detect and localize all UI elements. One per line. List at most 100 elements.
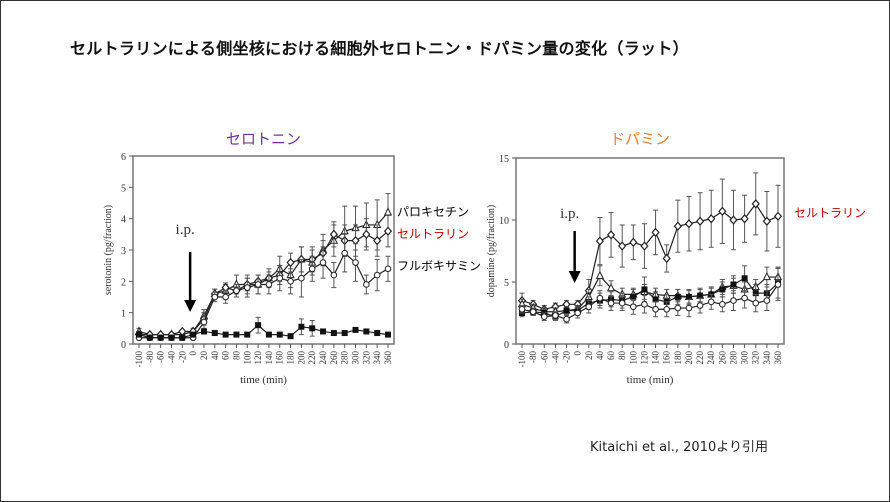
ip-arrow-head <box>568 271 581 283</box>
data-point-circle <box>552 312 559 319</box>
x-tick-label: -20 <box>177 351 187 363</box>
x-tick-label: 280 <box>340 351 350 365</box>
data-point-square <box>244 331 251 338</box>
data-point-circle <box>287 278 294 285</box>
slide-title: セルトラリンによる側坐核における細胞外セロトニン・ドパミン量の変化（ラット） <box>70 39 689 58</box>
data-point-square <box>385 331 391 338</box>
data-point-square <box>685 293 692 300</box>
x-tick-label: -100 <box>134 351 144 368</box>
citation: Kitaichi et al., 2010より引用 <box>590 440 768 455</box>
data-point-square <box>352 326 359 333</box>
x-tick-label: 360 <box>773 351 783 365</box>
y-tick-label: 5 <box>121 183 126 194</box>
y-tick-label: 5 <box>504 278 509 289</box>
y-tick-label: 1 <box>121 309 126 320</box>
data-point-circle <box>540 313 548 321</box>
data-point-circle <box>243 284 251 291</box>
data-point-diamond <box>286 257 295 268</box>
data-point-circle <box>774 281 782 288</box>
data-point-circle <box>341 249 348 257</box>
data-point-circle <box>518 305 526 313</box>
data-point-diamond <box>762 216 771 226</box>
ip-annotation: i.p. <box>560 206 579 222</box>
data-point-square <box>298 323 305 330</box>
data-point-square <box>265 331 272 338</box>
data-point-circle <box>685 304 693 312</box>
data-point-diamond <box>629 237 638 248</box>
x-tick-label: 220 <box>695 351 705 365</box>
data-point-circle <box>352 259 359 266</box>
x-tick-label: 120 <box>253 351 263 365</box>
data-point-diamond <box>595 236 605 246</box>
data-point-circle <box>696 302 704 309</box>
x-tick-label: 100 <box>242 351 252 365</box>
data-point-circle <box>363 281 370 288</box>
data-point-square <box>741 275 748 282</box>
x-tick-label: 60 <box>606 351 616 361</box>
data-point-square <box>752 290 759 297</box>
data-point-circle <box>752 299 760 307</box>
data-point-square <box>146 334 153 341</box>
x-tick-label: 120 <box>639 351 649 365</box>
data-point-circle <box>741 294 748 302</box>
data-point-circle <box>596 294 604 302</box>
data-point-circle <box>618 299 626 307</box>
x-tick-label: 180 <box>673 351 683 365</box>
series-label: セルトラリン <box>397 227 469 241</box>
x-tick-label: -20 <box>562 351 572 363</box>
data-point-diamond <box>684 219 694 229</box>
x-tick-label: 160 <box>662 351 672 365</box>
x-tick-label: 260 <box>717 351 727 365</box>
data-point-square <box>363 328 370 335</box>
y-axis-label: serotonin (pg/fraction) <box>103 205 114 295</box>
data-point-diamond <box>718 206 727 217</box>
data-point-square <box>200 328 207 335</box>
data-point-square <box>190 331 197 338</box>
x-tick-label: 20 <box>199 351 209 361</box>
y-tick-label: 15 <box>499 154 509 165</box>
data-point-circle <box>652 305 659 313</box>
data-point-diamond <box>640 241 649 251</box>
y-tick-label: 2 <box>121 277 126 288</box>
data-point-square <box>674 293 681 300</box>
data-point-circle <box>308 265 316 273</box>
data-point-square <box>168 334 175 341</box>
x-tick-label: 360 <box>383 351 393 365</box>
data-point-square <box>136 331 142 338</box>
x-axis-label: time (min) <box>627 374 674 386</box>
data-point-square <box>730 281 737 288</box>
data-point-circle <box>211 293 219 301</box>
ip-arrow-head <box>184 300 197 312</box>
data-point-diamond <box>373 235 382 246</box>
x-tick-label: -60 <box>156 351 166 363</box>
data-point-square <box>330 330 337 337</box>
x-tick-label: 300 <box>740 351 750 365</box>
y-tick-label: 3 <box>121 246 126 257</box>
data-point-triangle <box>595 270 605 279</box>
x-tick-label: 60 <box>221 351 231 361</box>
plot-frame <box>515 157 785 345</box>
x-tick-label: -60 <box>539 351 549 363</box>
data-point-square <box>563 307 570 314</box>
data-point-diamond <box>362 229 371 240</box>
data-point-circle <box>222 293 229 301</box>
x-tick-label: -80 <box>145 351 155 363</box>
x-tick-label: 160 <box>275 351 285 365</box>
data-point-square <box>719 286 726 293</box>
x-tick-label: 300 <box>351 351 361 365</box>
data-point-circle <box>298 274 305 282</box>
x-axis-label: time (min) <box>240 374 287 386</box>
data-point-circle <box>763 297 771 304</box>
data-point-square <box>697 292 704 299</box>
x-tick-label: 40 <box>210 351 220 361</box>
data-point-diamond <box>606 230 616 240</box>
series-label: フルボキサミン <box>397 259 481 273</box>
data-point-circle <box>529 308 537 316</box>
data-point-circle <box>674 304 682 312</box>
dopamine-chart-title: ドパミン <box>610 130 671 148</box>
y-tick-label: 4 <box>121 215 126 226</box>
x-tick-label: -40 <box>166 351 176 363</box>
data-point-circle <box>200 318 208 326</box>
data-point-circle <box>265 281 273 288</box>
